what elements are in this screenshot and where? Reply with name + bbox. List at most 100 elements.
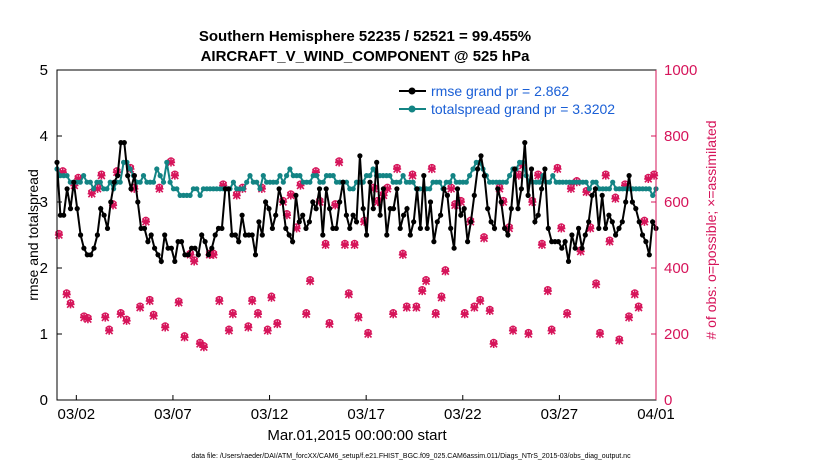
chart-subtitle: AIRCRAFT_V_WIND_COMPONENT @ 525 hPa: [201, 48, 531, 65]
rmse-point: [219, 225, 225, 231]
totalspread-point: [314, 173, 320, 179]
rmse-point: [185, 252, 191, 258]
rmse-point: [316, 186, 323, 192]
totalspread-point: [274, 179, 280, 185]
obs-assimilated-marker: [437, 293, 446, 302]
obs-assimilated-marker: [311, 168, 321, 177]
totalspread-point: [507, 173, 513, 179]
totalspread-point: [307, 179, 313, 185]
obs-assimilated-marker: [232, 191, 241, 200]
obs-assimilated-marker: [644, 174, 653, 183]
totalspread-point: [260, 173, 266, 179]
obs-assimilated-marker: [116, 310, 125, 319]
obs-assimilated-marker: [611, 194, 620, 203]
totalspread-point: [610, 179, 616, 185]
rmse-point: [475, 166, 481, 172]
obs-assimilated-marker: [408, 171, 417, 180]
rmse-point: [417, 225, 423, 231]
rmse-point: [256, 219, 262, 225]
rmse-point: [199, 232, 205, 238]
obs-assimilated-marker: [286, 191, 295, 200]
rmse-point: [505, 232, 511, 238]
totalspread-point: [593, 179, 599, 185]
left-axis-label: rmse and totalspread: [25, 169, 41, 301]
rmse-point: [202, 239, 208, 245]
obs-assimilated-marker: [456, 197, 465, 207]
rmse-point: [303, 225, 309, 231]
obs-assimilated-marker: [83, 315, 92, 324]
rmse-point: [98, 206, 104, 212]
rmse-point: [64, 186, 70, 192]
totalspread-point: [97, 179, 103, 185]
rmse-point: [478, 153, 484, 159]
totalspread-point: [174, 186, 180, 192]
rmse-point: [525, 192, 531, 198]
rmse-point: [639, 232, 646, 238]
obs-assimilated-marker: [66, 300, 75, 309]
totalspread-point: [107, 179, 113, 185]
x-tick-label: 03/07: [154, 406, 192, 423]
rmse-point: [431, 239, 437, 245]
totalspread-point: [157, 173, 163, 179]
rmse-point: [115, 173, 121, 179]
obs-assimilated-marker: [485, 306, 494, 315]
rmse-point: [562, 239, 568, 245]
totalspread-point: [387, 173, 393, 179]
obs-assimilated-marker: [595, 329, 605, 339]
totalspread-point: [140, 173, 147, 179]
obs-assimilated-marker: [582, 188, 591, 197]
rmse-point: [448, 225, 454, 231]
obs-assimilated-marker: [364, 329, 373, 339]
rmse-point: [212, 232, 218, 238]
rmse-point: [155, 252, 161, 258]
footnote: data file: /Users/raeder/DAI/ATM_forcXX/…: [191, 453, 631, 460]
rmse-point: [599, 192, 605, 198]
rmse-point: [239, 212, 245, 218]
obs-assimilated-marker: [450, 201, 460, 210]
rmse-point: [522, 140, 528, 146]
obs-assimilated-marker: [174, 298, 183, 307]
totalspread-point: [104, 186, 110, 192]
obs-assimilated-marker: [141, 217, 150, 226]
obs-assimilated-marker: [418, 287, 427, 296]
x-tick-label: 04/01: [637, 406, 675, 423]
rmse-point: [340, 179, 346, 185]
rmse-point: [357, 153, 363, 159]
obs-assimilated-marker: [108, 201, 118, 210]
obs-assimilated-marker: [624, 313, 634, 322]
obs-assimilated-marker: [74, 174, 83, 183]
rmse-point: [374, 159, 380, 165]
rmse-point: [502, 225, 508, 231]
totalspread-point: [64, 173, 70, 179]
rmse-point: [131, 173, 137, 179]
rmse-point: [539, 186, 545, 192]
rmse-point: [152, 245, 158, 251]
obs-assimilated-marker: [244, 323, 253, 332]
obs-assimilated-marker: [553, 164, 562, 174]
rmse-point: [633, 206, 639, 212]
rmse-point: [323, 186, 329, 192]
rmse-point: [495, 186, 501, 192]
x-tick-label: 03/02: [58, 406, 96, 423]
rmse-point: [263, 199, 269, 205]
rmse-point: [609, 219, 615, 225]
rmse-point: [532, 219, 538, 225]
rmse-point: [88, 252, 94, 258]
totalspread-point: [427, 186, 433, 192]
totalspread-point: [91, 186, 97, 192]
obs-assimilated-marker: [215, 296, 224, 306]
rmse-series: [54, 140, 659, 265]
obs-assimilated-marker: [528, 197, 537, 207]
x-tick-label: 03/22: [444, 406, 482, 423]
totalspread-point: [503, 179, 509, 185]
totalspread-point: [277, 173, 283, 179]
rmse-point: [273, 212, 279, 218]
rmse-point: [458, 212, 464, 218]
totalspread-point: [400, 173, 406, 179]
obs-assimilated-marker: [224, 326, 234, 335]
rmse-point: [327, 206, 333, 212]
obs-assimilated-marker: [489, 339, 498, 348]
legend-box: [393, 80, 641, 120]
obs-assimilated-marker: [412, 303, 421, 312]
rmse-point: [61, 212, 67, 218]
